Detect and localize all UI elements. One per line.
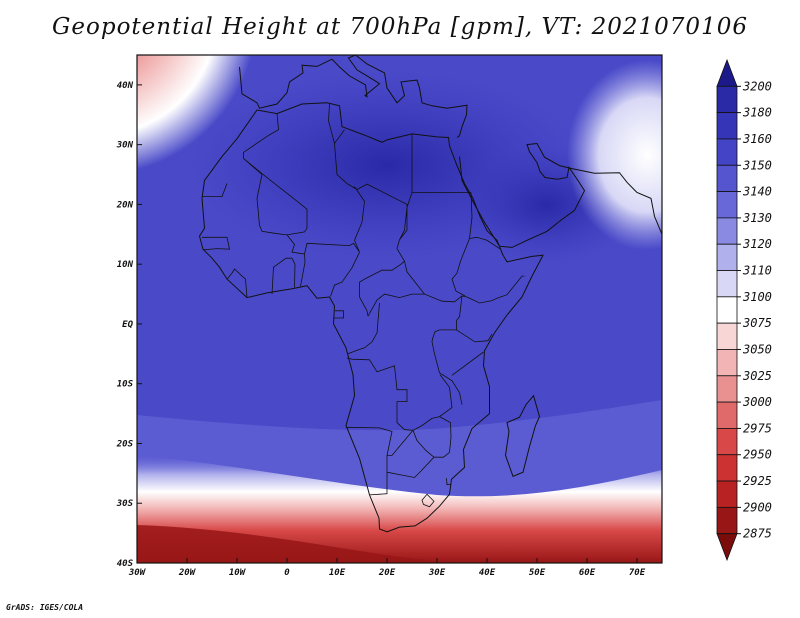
colorbar-swatch: [716, 454, 738, 482]
map-title: Geopotential Height at 700hPa [gpm], VT:…: [52, 14, 748, 40]
lat-tick-label: EQ: [122, 320, 133, 330]
coastline-layer: [198, 55, 662, 533]
colorbar-swatch: [716, 428, 738, 456]
country-borders: [202, 103, 525, 508]
colorbar-level-label: 3075: [742, 316, 772, 330]
map-panel: 30W 20W 10W 0 10E 20E 30E 40E 50E 60E 70E 40N 30N 20N…: [116, 54, 663, 578]
colorbar-level-label: 3120: [742, 237, 772, 251]
colorbar-swatch: [716, 375, 738, 403]
colorbar-swatch: [716, 322, 738, 350]
colorbar-level-label: 2875: [743, 527, 772, 541]
colorbar-level-label: 3180: [742, 106, 772, 120]
colorbar-bottom-arrow: [716, 533, 738, 562]
colorbar-swatch: [716, 480, 738, 508]
colorbar-level-label: 2950: [743, 448, 772, 462]
colorbar-swatch: [716, 217, 738, 245]
lon-tick-label: 30W: [128, 568, 147, 578]
colorbar-level-label: 3200: [742, 79, 772, 93]
lon-tick-label: 10W: [229, 568, 247, 578]
lat-tick-label: 40N: [117, 81, 134, 91]
map-frame: [136, 54, 663, 564]
lon-tick-label: 60E: [579, 568, 596, 578]
lon-tick-label: 40E: [479, 568, 496, 578]
colorbar-level-label: 3000: [742, 395, 772, 409]
colorbar-swatch: [716, 270, 738, 298]
grads-footer: GrADS: IGES/COLA: [6, 603, 84, 612]
contour-map: 30W 20W 10W 0 10E 20E 30E 40E 50E 60E 70E 40N 30N 20N…: [116, 54, 663, 578]
colorbar-swatch: [716, 401, 738, 429]
europe-coastline: [239, 55, 468, 138]
colorbar-swatch: [716, 243, 738, 271]
colorbar-level-label: 3050: [742, 342, 772, 356]
colorbar-swatch: [716, 85, 738, 114]
lat-tick-label: 30N: [116, 141, 134, 151]
lat-tick-label: 20S: [116, 439, 134, 449]
lon-tick-label: 50E: [529, 568, 546, 578]
lon-tick-label: 0: [284, 568, 290, 578]
lon-tick-label: 30E: [428, 568, 446, 578]
colorbar-swatch: [716, 112, 738, 140]
lat-tick-label: 10S: [117, 380, 134, 390]
colorbar-swatch: [716, 138, 738, 166]
lon-tick-label: 20E: [378, 568, 396, 578]
colorbar-swatch: [716, 296, 738, 324]
colorbar-level-label: 3130: [742, 211, 772, 225]
colorbar-swatch: [716, 506, 738, 535]
colorbar-level-label: 3110: [742, 264, 772, 278]
axis-ticks: 30W 20W 10W 0 10E 20E 30E 40E 50E 60E 70E 40N 30N 20N…: [116, 81, 646, 578]
colorbar-level-label: 3140: [742, 185, 772, 199]
height-field: [137, 55, 662, 563]
colorbar-swatch: [716, 349, 738, 377]
colorbar-level-label: 2900: [743, 500, 772, 514]
lat-tick-label: 20N: [116, 200, 134, 210]
lon-tick-label: 70E: [629, 568, 646, 578]
africa-coastline: [198, 102, 544, 533]
colorbar: 3200 3180 3160 3150 3140 3130 3120 3110 3100 3075…: [716, 58, 772, 562]
lon-tick-label: 10E: [329, 568, 346, 578]
colorbar-level-label: 3150: [742, 158, 772, 172]
colorbar-level-label: 2925: [743, 474, 772, 488]
colorbar-top-arrow: [716, 58, 738, 87]
arabia-coastline: [459, 142, 662, 248]
lat-tick-label: 10N: [117, 260, 134, 270]
colorbar-level-label: 2975: [743, 421, 772, 435]
colorbar-swatch: [716, 164, 738, 192]
colorbar-level-label: 3025: [742, 369, 772, 383]
lat-tick-label: 30S: [116, 499, 134, 509]
madagascar-coastline: [504, 394, 541, 477]
colorbar-level-label: 3100: [742, 290, 772, 304]
lon-tick-label: 20W: [178, 568, 197, 578]
lat-tick-label: 40S: [117, 559, 134, 569]
colorbar-swatch: [716, 191, 738, 219]
colorbar-level-label: 3160: [742, 132, 772, 146]
